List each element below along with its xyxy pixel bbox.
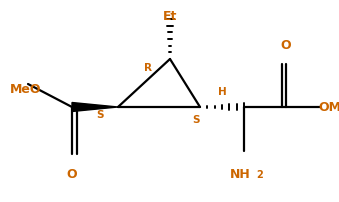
Text: R: R xyxy=(144,63,152,73)
Text: MeO: MeO xyxy=(10,83,41,96)
Text: O: O xyxy=(281,39,291,52)
Text: Et: Et xyxy=(163,10,177,23)
Text: H: H xyxy=(218,87,226,97)
Text: 2: 2 xyxy=(256,169,263,179)
Text: NH: NH xyxy=(230,167,251,180)
Text: OMe: OMe xyxy=(318,101,339,114)
Polygon shape xyxy=(72,103,118,112)
Text: O: O xyxy=(67,167,77,180)
Text: S: S xyxy=(192,115,200,124)
Text: S: S xyxy=(96,109,104,119)
